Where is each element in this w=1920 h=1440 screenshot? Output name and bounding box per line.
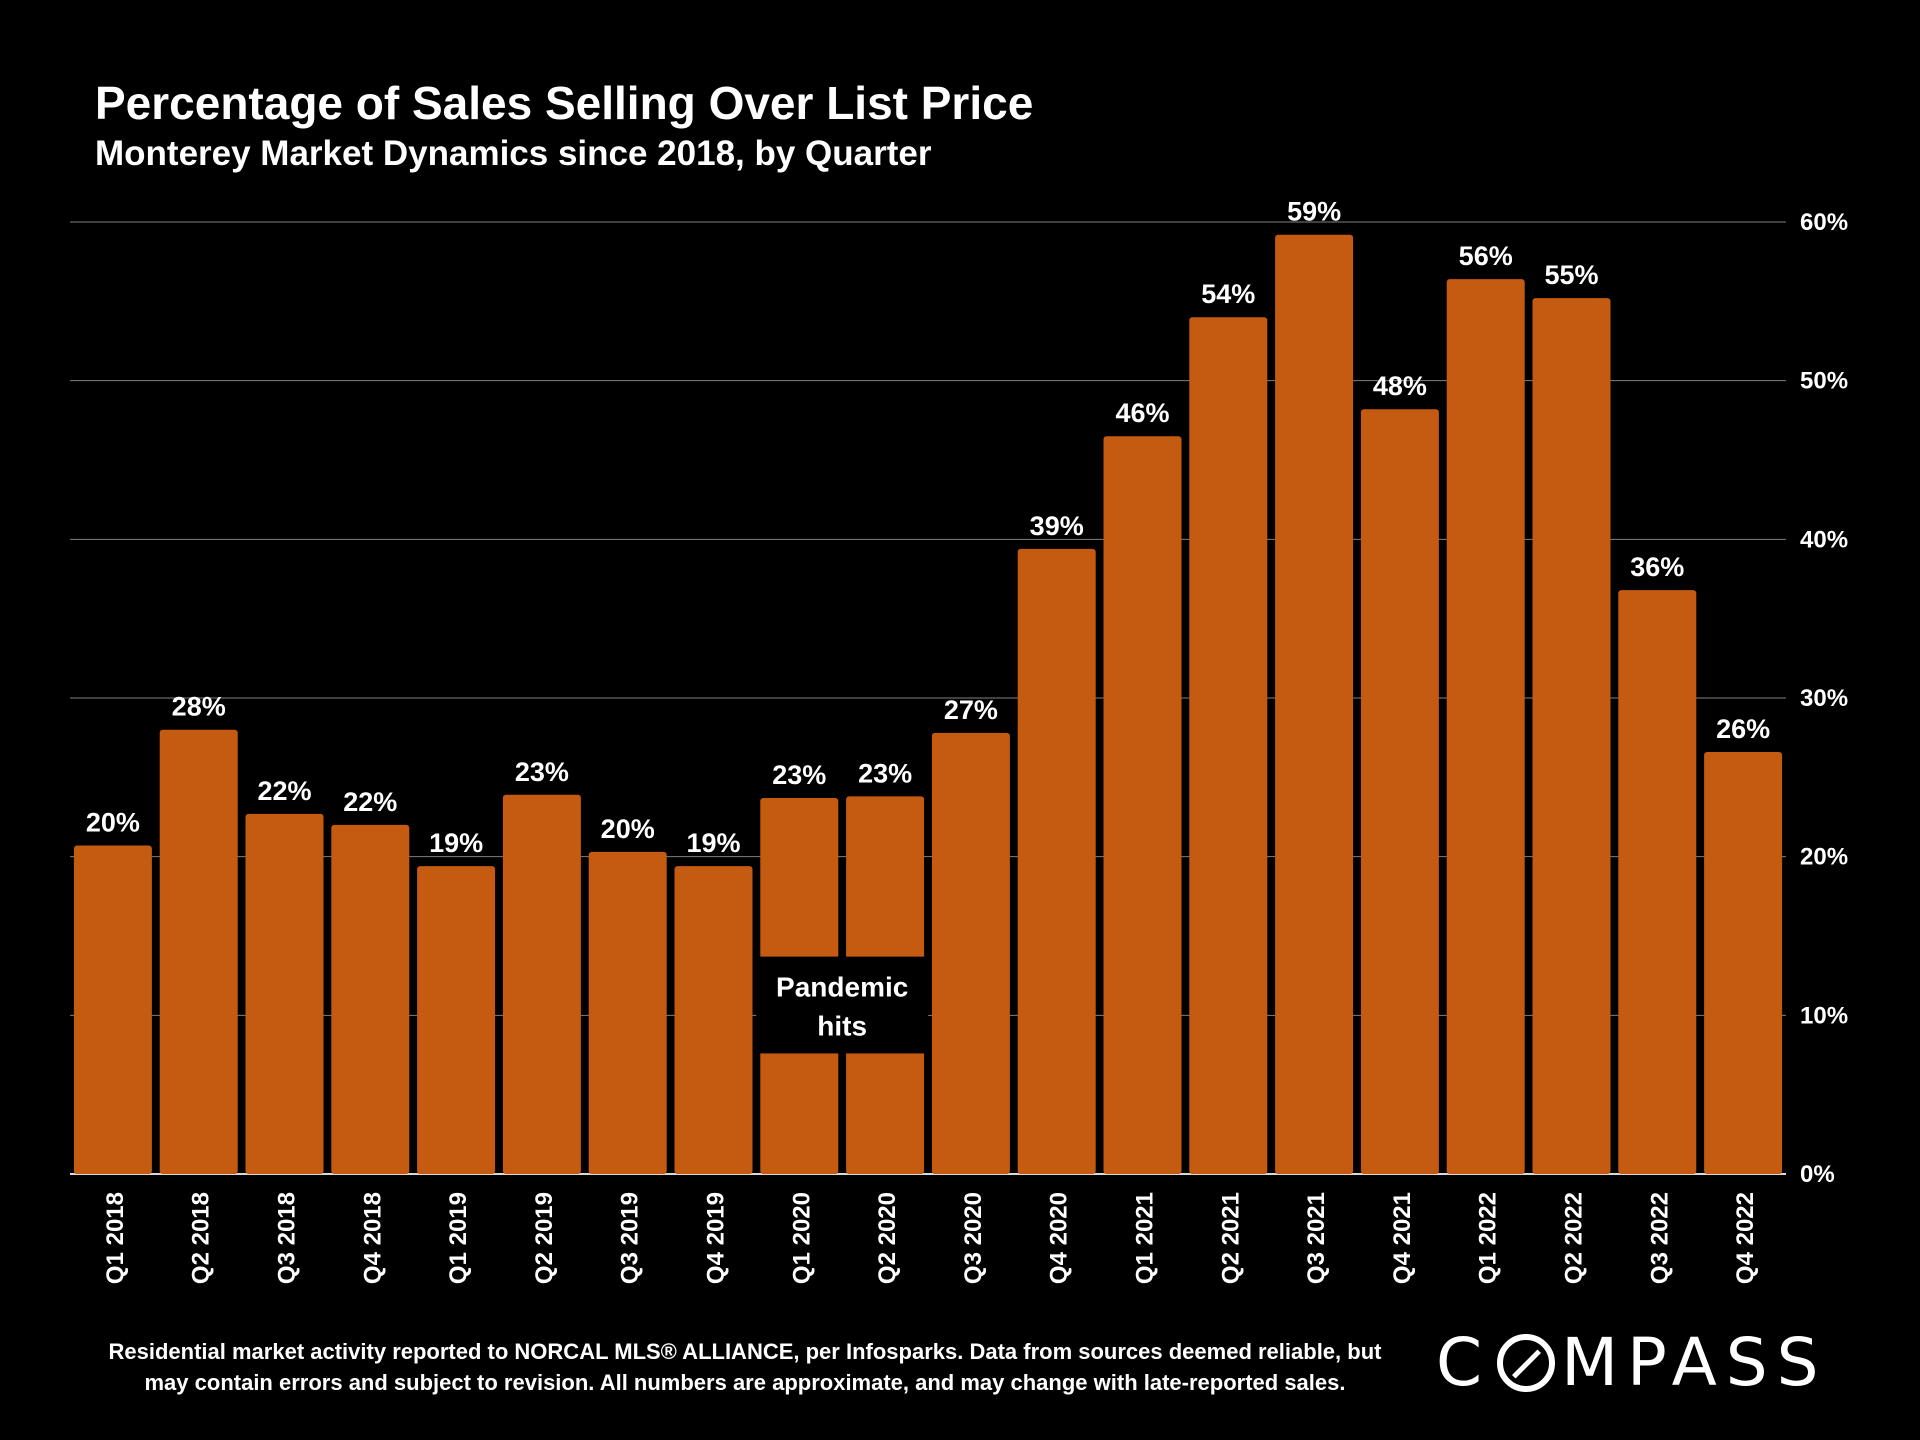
y-tick-label: 60% (1800, 209, 1848, 236)
footer-line-2: may contain errors and subject to revisi… (144, 1370, 1346, 1395)
bar (1704, 751, 1783, 1174)
x-tick-label: Q2 2019 (531, 1192, 558, 1284)
bar (1618, 590, 1697, 1174)
x-tick-label: Q1 2020 (788, 1192, 815, 1284)
bar (1360, 409, 1439, 1174)
y-tick-label: 30% (1800, 685, 1848, 712)
logo-text-start: C (1436, 1324, 1492, 1401)
x-tick-label: Q1 2021 (1132, 1192, 1159, 1284)
data-label: 26% (1716, 714, 1770, 744)
chart-title: Percentage of Sales Selling Over List Pr… (95, 77, 1034, 129)
x-tick-label: Q3 2018 (274, 1192, 301, 1284)
annotation-text: hits (817, 1011, 867, 1042)
bar (417, 866, 496, 1174)
annotation-text: Pandemic (776, 972, 908, 1003)
bar (674, 866, 753, 1174)
bar (588, 851, 667, 1174)
data-label: 20% (601, 814, 655, 844)
data-label: 22% (257, 776, 311, 806)
data-label: 54% (1201, 279, 1255, 309)
x-tick-label: Q1 2022 (1475, 1192, 1502, 1284)
bar (331, 824, 410, 1174)
x-tick-label: Q2 2018 (188, 1192, 215, 1284)
data-label: 19% (686, 828, 740, 858)
x-tick-label: Q2 2021 (1217, 1192, 1244, 1284)
bar (1017, 548, 1096, 1174)
y-tick-label: 10% (1800, 1002, 1848, 1029)
x-tick-label: Q3 2021 (1303, 1192, 1330, 1284)
y-tick-label: 0% (1800, 1161, 1835, 1188)
x-tick-label: Q3 2019 (617, 1192, 644, 1284)
data-label: 19% (429, 828, 483, 858)
data-label: 59% (1287, 197, 1341, 227)
logo-text-end: MPASS (1561, 1324, 1828, 1401)
footer-disclaimer: Residential market activity reported to … (60, 1336, 1430, 1398)
data-label: 46% (1115, 398, 1169, 428)
x-tick-label: Q4 2019 (703, 1192, 730, 1284)
footer-line-1: Residential market activity reported to … (108, 1339, 1382, 1364)
bar-chart: 0% 10% 20% 30% 40% 50% 60% 20% Q1 2018 28% Q2 2018… (70, 197, 1848, 1284)
x-tick-label: Q4 2022 (1732, 1192, 1759, 1284)
y-tick-label: 40% (1800, 526, 1848, 553)
data-label: 39% (1030, 511, 1084, 541)
bar (73, 845, 152, 1174)
data-label: 22% (343, 787, 397, 817)
x-tick-label: Q3 2020 (960, 1192, 987, 1284)
x-tick-label: Q4 2018 (359, 1192, 386, 1284)
data-label: 23% (858, 758, 912, 788)
y-tick-label: 20% (1800, 844, 1848, 871)
data-label: 23% (772, 760, 826, 790)
x-tick-label: Q3 2022 (1646, 1192, 1673, 1284)
x-tick-label: Q4 2020 (1046, 1192, 1073, 1284)
bar (1103, 436, 1182, 1174)
data-label: 27% (944, 695, 998, 725)
bar (159, 729, 238, 1174)
bar (1446, 279, 1525, 1174)
y-tick-label: 50% (1800, 368, 1848, 395)
data-label: 36% (1630, 552, 1684, 582)
data-label: 28% (172, 692, 226, 722)
bar (931, 732, 1010, 1174)
bar (502, 794, 581, 1174)
data-label: 23% (515, 757, 569, 787)
bar (245, 813, 324, 1174)
annotation-box (756, 956, 929, 1054)
bar (1532, 298, 1611, 1174)
chart-subtitle: Monterey Market Dynamics since 2018, by … (95, 134, 932, 173)
bar (1189, 317, 1268, 1174)
bar (1275, 234, 1354, 1174)
data-label: 48% (1373, 371, 1427, 401)
data-label: 55% (1544, 260, 1598, 290)
x-tick-label: Q2 2020 (874, 1192, 901, 1284)
x-tick-label: Q1 2019 (445, 1192, 472, 1284)
x-tick-label: Q4 2021 (1389, 1192, 1416, 1284)
x-tick-label: Q2 2022 (1561, 1192, 1588, 1284)
compass-logo: C MPASS (1436, 1324, 1828, 1401)
data-label: 20% (86, 808, 140, 838)
data-label: 56% (1459, 241, 1513, 271)
x-tick-label: Q1 2018 (102, 1192, 129, 1284)
compass-o-icon (1497, 1333, 1556, 1392)
